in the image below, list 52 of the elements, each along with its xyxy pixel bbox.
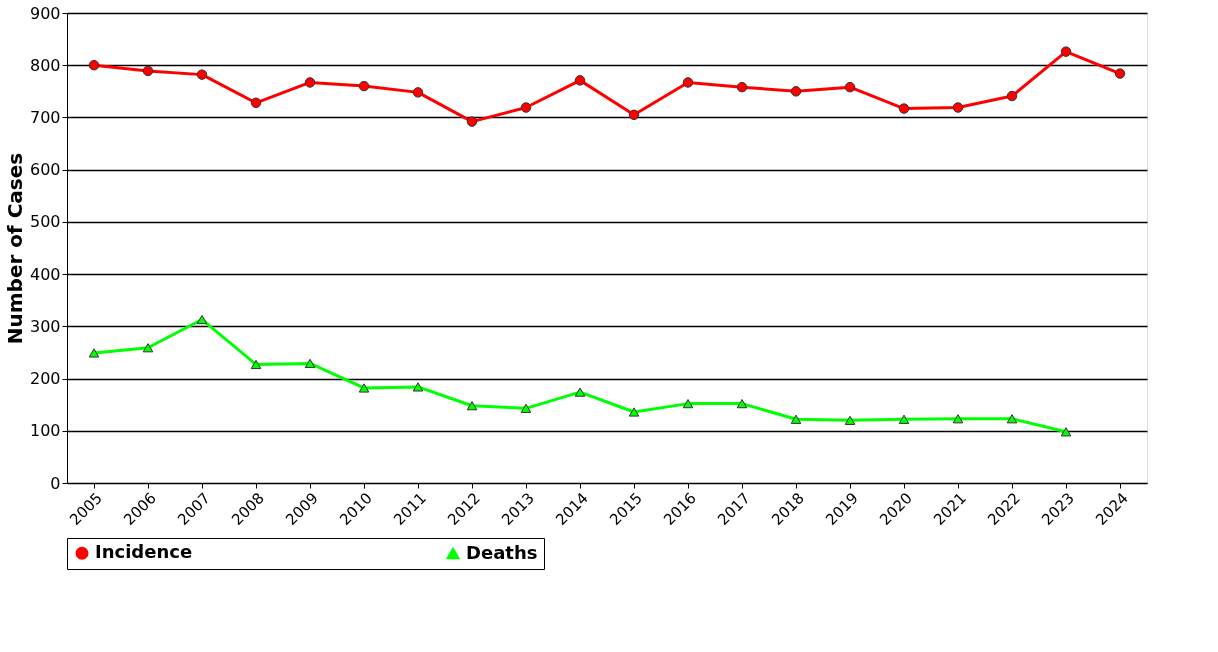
point — [1114, 68, 1126, 79]
point — [628, 109, 640, 121]
point — [1060, 46, 1072, 57]
y-tick-label: 500 — [29, 212, 61, 232]
point — [250, 359, 262, 370]
y-tick-label: 800 — [29, 55, 61, 75]
point — [628, 407, 640, 417]
y-tick-label: 100 — [29, 421, 61, 441]
point — [520, 403, 532, 413]
point — [466, 116, 478, 127]
point — [412, 382, 424, 392]
point — [1006, 90, 1018, 102]
point — [952, 102, 964, 113]
point — [736, 399, 748, 409]
point — [574, 387, 586, 397]
point — [304, 358, 316, 369]
y-tick-label: 700 — [29, 107, 61, 127]
point — [250, 97, 262, 109]
point — [574, 75, 586, 86]
point — [844, 415, 856, 425]
point — [412, 87, 424, 98]
point — [682, 399, 694, 409]
point — [88, 348, 100, 358]
point — [1060, 427, 1072, 437]
legend-label: Deaths — [466, 541, 538, 563]
point — [682, 77, 694, 88]
point — [196, 314, 208, 325]
y-tick-label: 200 — [29, 369, 61, 389]
point — [898, 414, 910, 424]
point — [358, 383, 370, 393]
y-tick-label: 400 — [29, 264, 61, 284]
point — [88, 59, 100, 71]
point — [790, 414, 802, 424]
point — [142, 343, 154, 353]
y-axis-title: Number of Cases — [2, 152, 27, 345]
point — [466, 401, 478, 411]
point — [358, 80, 370, 92]
point — [304, 77, 316, 88]
point — [196, 69, 208, 80]
y-tick-label: 0 — [50, 473, 61, 493]
point — [844, 81, 856, 93]
point — [898, 103, 910, 114]
point — [952, 414, 964, 424]
y-tick-label: 600 — [29, 160, 61, 180]
y-tick-label: 900 — [29, 3, 61, 23]
point — [520, 102, 532, 113]
point — [142, 65, 154, 77]
point — [790, 86, 802, 97]
point — [736, 81, 748, 93]
point — [1006, 414, 1018, 424]
y-tick-label: 300 — [29, 316, 61, 336]
legend-label: Incidence — [95, 541, 193, 563]
